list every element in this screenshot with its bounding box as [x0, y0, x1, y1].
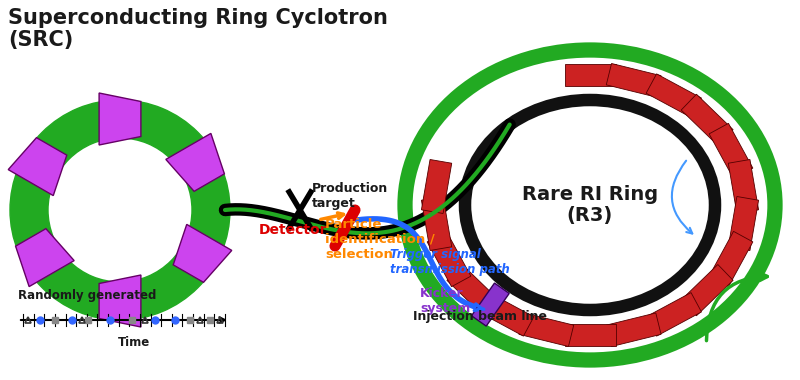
Polygon shape	[646, 74, 702, 117]
Polygon shape	[8, 138, 66, 196]
Polygon shape	[728, 160, 758, 214]
Polygon shape	[478, 293, 534, 336]
Polygon shape	[681, 264, 733, 316]
Polygon shape	[422, 160, 452, 214]
Text: Production
target: Production target	[312, 182, 388, 210]
Polygon shape	[709, 124, 753, 179]
Text: Trigger signal
transmission path: Trigger signal transmission path	[390, 248, 510, 276]
Polygon shape	[519, 313, 574, 347]
Polygon shape	[99, 275, 141, 327]
Polygon shape	[174, 225, 232, 282]
Polygon shape	[471, 283, 510, 326]
Polygon shape	[15, 229, 74, 287]
Polygon shape	[422, 196, 452, 250]
Polygon shape	[606, 63, 661, 97]
FancyArrowPatch shape	[706, 273, 767, 340]
Text: Superconducting Ring Cyclotron: Superconducting Ring Cyclotron	[8, 8, 388, 28]
Text: Injection beam line: Injection beam line	[413, 310, 547, 323]
Text: (SRC): (SRC)	[8, 30, 74, 50]
Polygon shape	[99, 93, 141, 145]
Polygon shape	[166, 133, 225, 192]
Text: Rare RI Ring
(R3): Rare RI Ring (R3)	[522, 185, 658, 225]
FancyArrowPatch shape	[672, 161, 692, 234]
Polygon shape	[565, 64, 615, 86]
Polygon shape	[565, 324, 615, 346]
Polygon shape	[447, 264, 499, 316]
Text: Particle
identification /
selection: Particle identification / selection	[325, 218, 434, 261]
Text: Detector: Detector	[258, 223, 327, 237]
Polygon shape	[646, 293, 702, 336]
Text: Kicker
system: Kicker system	[420, 287, 470, 315]
Polygon shape	[681, 94, 733, 146]
Text: Randomly generated: Randomly generated	[18, 289, 156, 302]
Polygon shape	[427, 231, 471, 287]
Polygon shape	[728, 196, 758, 250]
Polygon shape	[709, 231, 753, 287]
Text: Time: Time	[118, 336, 150, 349]
Polygon shape	[606, 313, 661, 347]
